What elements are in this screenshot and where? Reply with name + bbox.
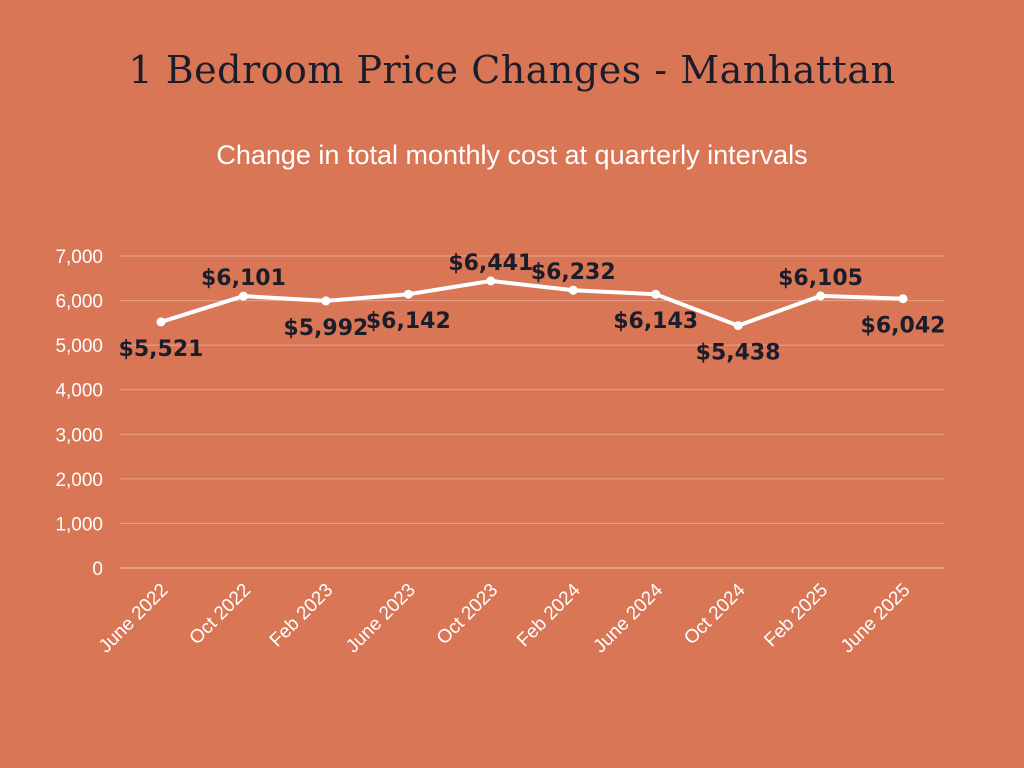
x-tick-label: Feb 2025 [760,580,832,652]
x-tick-label: Oct 2024 [680,579,750,649]
x-tick-label: June 2023 [342,580,420,658]
data-label: $5,992 [283,316,368,341]
data-label: $5,521 [119,337,204,362]
x-tick-label: June 2024 [590,579,668,657]
y-tick-label: 1,000 [55,514,103,535]
data-point [733,321,743,331]
chart-title: 1 Bedroom Price Changes - Manhattan [128,48,896,92]
data-point [568,285,578,295]
x-tick-label: Feb 2023 [266,580,338,652]
x-tick-label: June 2025 [837,580,915,658]
data-label: $6,232 [531,260,616,285]
data-label: $6,143 [613,309,698,334]
x-tick-label: Oct 2022 [186,580,255,649]
series-line [159,278,905,328]
data-label: $5,438 [696,341,781,366]
data-point [486,276,496,286]
data-label: $6,441 [448,251,533,276]
data-point [898,294,908,304]
y-tick-label: 0 [92,559,103,580]
data-point [321,296,331,306]
y-tick-label: 5,000 [55,336,103,357]
y-tick-label: 6,000 [55,292,103,313]
y-tick-label: 3,000 [55,425,103,446]
data-label: $6,105 [778,266,863,291]
data-label: $6,101 [201,266,286,291]
x-axis: June 2022 Oct 2022 Feb 2023 June 2023 Oct 20… [95,579,915,657]
y-tick-label: 7,000 [55,247,103,268]
series-line-group [156,276,908,331]
data-point [403,289,413,299]
data-point [238,291,248,301]
x-tick-label: June 2022 [95,580,173,658]
data-label: $6,142 [366,309,451,334]
data-point [651,289,661,299]
x-tick-label: Feb 2024 [513,579,585,651]
y-axis: 0 1,000 2,000 3,000 4,000 5,000 6,000 7,000 [55,247,103,580]
data-label: $6,042 [861,314,946,339]
data-point [156,317,166,327]
chart-subtitle: Change in total monthly cost at quarterl… [216,140,808,170]
data-labels: $5,521 $6,101 $5,992$6,142 $6,441$6,232 $6,1… [119,251,946,366]
y-tick-label: 2,000 [55,470,103,491]
data-point [816,291,826,301]
x-tick-label: Oct 2023 [433,580,502,649]
y-tick-label: 4,000 [55,381,103,402]
gridlines [120,255,944,569]
